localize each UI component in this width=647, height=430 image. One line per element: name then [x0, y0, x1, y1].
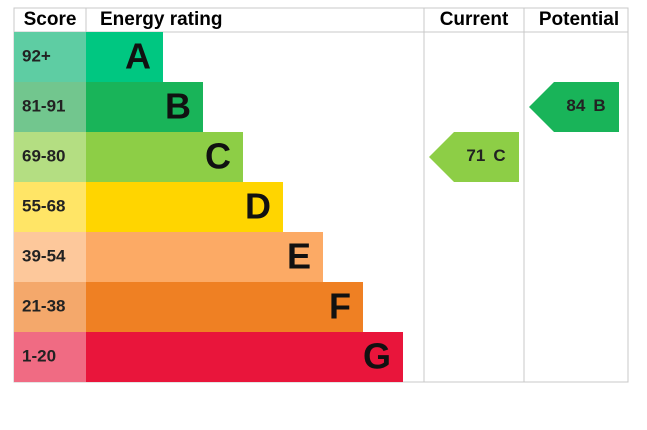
rating-bar: [86, 132, 243, 182]
rating-letter: G: [363, 336, 391, 377]
score-label: 55-68: [22, 196, 65, 215]
rating-bar: [86, 232, 323, 282]
rating-bar: [86, 32, 163, 82]
score-label: 1-20: [22, 346, 56, 365]
rating-bar: [86, 182, 283, 232]
rating-letter: C: [205, 136, 231, 177]
potential-label: 84 B: [566, 96, 605, 115]
column-header: Current: [440, 9, 509, 30]
score-label: 81-91: [22, 96, 65, 115]
rating-bar: [86, 282, 363, 332]
rating-letter: B: [165, 86, 191, 127]
rating-letter: D: [245, 186, 271, 227]
current-label: 71 C: [466, 146, 505, 165]
score-label: 69-80: [22, 146, 65, 165]
rating-letter: F: [329, 286, 351, 327]
potential-value: 84: [566, 96, 585, 115]
rating-letter: E: [287, 236, 311, 277]
score-label: 21-38: [22, 296, 65, 315]
current-value: 71: [466, 146, 485, 165]
rating-bar: [86, 82, 203, 132]
column-header: Potential: [539, 9, 619, 30]
rating-letter: A: [125, 36, 151, 77]
potential-arrow: [529, 82, 619, 132]
score-cell: [14, 82, 86, 132]
score-label: 92+: [22, 46, 51, 65]
rating-bar: [86, 332, 403, 382]
potential-rating: B: [593, 96, 605, 115]
score-cell: [14, 182, 86, 232]
score-cell: [14, 282, 86, 332]
column-header: Score: [24, 9, 77, 30]
column-header: Energy rating: [100, 9, 222, 30]
score-cell: [14, 332, 86, 382]
score-cell: [14, 132, 86, 182]
score-label: 39-54: [22, 246, 66, 265]
score-cell: [14, 232, 86, 282]
current-arrow: [429, 132, 519, 182]
score-cell: [14, 32, 86, 82]
current-rating: C: [493, 146, 505, 165]
